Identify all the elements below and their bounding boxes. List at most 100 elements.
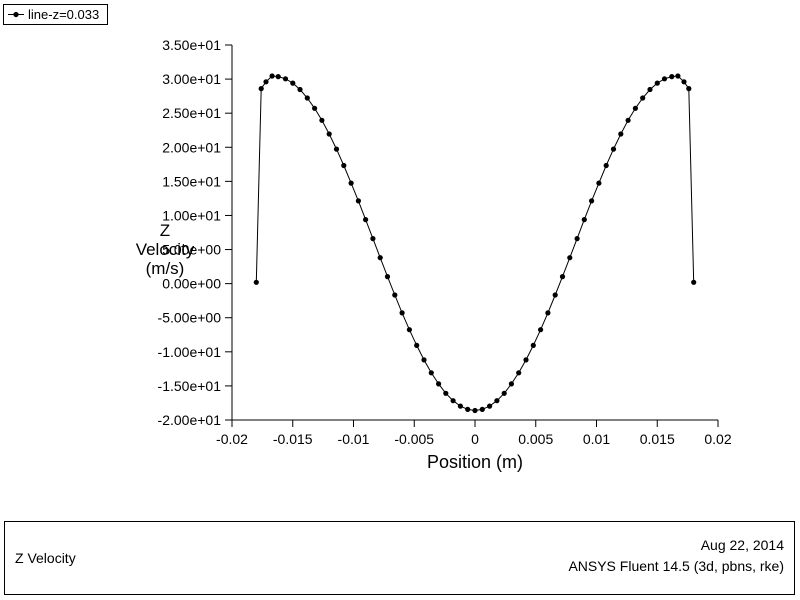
data-point: [681, 79, 687, 85]
data-point: [669, 74, 675, 80]
data-point: [610, 146, 617, 152]
data-point: [263, 79, 269, 85]
data-point: [686, 86, 692, 92]
y-tick-label: 2.00e+01: [162, 139, 221, 155]
data-point: [290, 80, 296, 86]
series-marker-icon: [8, 10, 24, 19]
data-point: [675, 73, 681, 79]
x-tick-label: -0.015: [273, 431, 313, 447]
y-tick-label: -2.00e+01: [158, 412, 222, 428]
data-point: [465, 406, 471, 412]
caption-date: Aug 22, 2014: [700, 537, 784, 553]
data-point: [275, 74, 281, 80]
x-tick-label: -0.005: [394, 431, 434, 447]
data-point: [494, 398, 500, 404]
data-point: [428, 370, 434, 376]
data-point: [348, 180, 354, 186]
data-point: [304, 95, 310, 101]
data-point: [282, 76, 289, 82]
data-point: [516, 370, 522, 376]
data-point: [377, 255, 383, 261]
data-point: [523, 357, 529, 363]
data-point: [691, 279, 697, 285]
data-point: [654, 80, 660, 86]
y-tick-label: 1.50e+01: [162, 173, 221, 189]
data-point: [479, 406, 485, 412]
data-point: [443, 390, 449, 396]
data-point: [552, 292, 558, 298]
data-point: [501, 390, 507, 396]
data-point: [269, 73, 275, 79]
data-point: [253, 279, 259, 285]
data-point: [538, 327, 544, 333]
data-point: [640, 95, 646, 101]
data-point: [472, 407, 478, 414]
data-point: [370, 236, 376, 242]
series-line: [255, 75, 695, 412]
data-point: [632, 105, 639, 111]
data-point: [567, 255, 573, 261]
y-axis-title-line2: Velocity: [135, 240, 195, 259]
data-point: [392, 292, 398, 298]
plot-canvas: 3.50e+01 3.00e+01 2.50e+01 2.00e+01 1.50e+01…: [158, 37, 732, 447]
data-point: [333, 146, 340, 152]
data-point: [457, 403, 463, 409]
data-point: [545, 310, 551, 316]
y-tick-label: -5.00e+00: [158, 310, 222, 326]
legend-series-label: line-z=0.033: [28, 7, 100, 22]
data-point: [326, 131, 332, 137]
data-point: [559, 274, 566, 280]
data-point: [297, 86, 303, 93]
x-tick-label: 0.01: [583, 431, 610, 447]
legend: line-z=0.033: [3, 4, 109, 25]
data-point: [661, 76, 668, 82]
data-point: [647, 86, 653, 93]
data-point: [450, 398, 456, 404]
data-point: [436, 381, 442, 387]
x-tick-label: 0: [471, 431, 479, 447]
caption-title: Z Velocity: [15, 550, 76, 566]
x-axis-title: Position (m): [426, 452, 524, 472]
data-point: [319, 117, 325, 123]
x-tick-label: -0.01: [338, 431, 370, 447]
x-tick-label: 0.015: [640, 431, 675, 447]
data-point: [625, 117, 631, 123]
caption-meta: Aug 22, 2014 ANSYS Fluent 14.5 (3d, pbns…: [568, 535, 784, 577]
data-point: [363, 217, 369, 223]
data-point: [589, 198, 595, 204]
data-point: [581, 217, 587, 223]
y-axis-title-line3: (m/s): [145, 259, 185, 278]
data-point: [406, 327, 412, 333]
data-point: [421, 357, 427, 363]
data-point: [355, 198, 361, 204]
y-tick-label: 3.00e+01: [162, 71, 221, 87]
y-tick-label: 3.50e+01: [162, 37, 221, 53]
y-axis-title-line1: Z: [159, 221, 171, 240]
data-point: [603, 162, 609, 169]
y-tick-label: 5.00e+00: [162, 242, 221, 258]
data-point: [596, 180, 602, 186]
data-point: [618, 131, 624, 137]
y-tick-label: 1.00e+01: [162, 207, 221, 223]
y-axis-title: Z Velocity (m/s): [103, 221, 227, 278]
x-tick-label: 0.02: [704, 431, 731, 447]
x-tick-label: 0.005: [518, 431, 553, 447]
data-point: [530, 342, 536, 348]
data-point: [414, 342, 420, 348]
data-point: [574, 236, 580, 242]
caption-solver: ANSYS Fluent 14.5 (3d, pbns, rke): [568, 558, 784, 574]
data-point: [341, 162, 347, 169]
data-point: [487, 403, 493, 409]
data-point: [312, 105, 318, 111]
data-point: [508, 381, 514, 387]
x-tick-label: -0.02: [216, 431, 248, 447]
caption-box: Z Velocity Aug 22, 2014 ANSYS Fluent 14.…: [4, 521, 795, 595]
y-tick-label: 0.00e+00: [162, 276, 221, 292]
data-point: [384, 274, 391, 280]
y-tick-label: 2.50e+01: [162, 105, 221, 121]
data-point: [399, 310, 405, 316]
y-tick-label: -1.50e+01: [158, 378, 222, 394]
y-tick-label: -1.00e+01: [158, 344, 222, 360]
data-point: [258, 86, 264, 92]
